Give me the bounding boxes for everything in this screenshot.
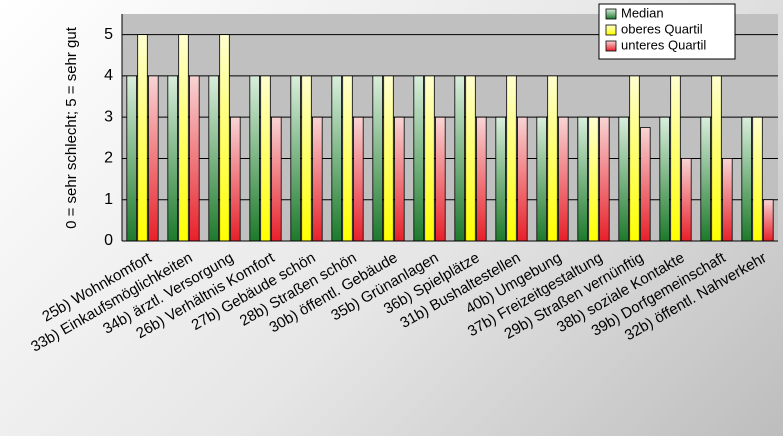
bar-median-14 — [659, 116, 670, 242]
bar-oberes-quartil-3 — [219, 34, 230, 242]
bar-unteres-quartil-5 — [312, 116, 323, 242]
y-tick-label: 2 — [104, 150, 113, 167]
y-tick-label: 1 — [104, 191, 113, 208]
bar-unteres-quartil-12 — [599, 116, 610, 242]
bar-unteres-quartil-15 — [722, 158, 733, 242]
bar-oberes-quartil-14 — [670, 75, 681, 242]
bar-oberes-quartil-1 — [137, 34, 148, 242]
bar-unteres-quartil-2 — [189, 75, 200, 242]
bar-unteres-quartil-6 — [353, 116, 364, 242]
bar-median-3 — [208, 75, 219, 242]
legend-swatch — [605, 24, 617, 36]
bar-oberes-quartil-7 — [383, 75, 394, 242]
bar-median-7 — [372, 75, 383, 242]
y-tick-label: 0 — [104, 232, 113, 249]
legend-label: Median — [621, 5, 664, 20]
bar-median-11 — [536, 116, 547, 242]
bar-oberes-quartil-4 — [260, 75, 271, 242]
y-tick-label: 4 — [104, 67, 113, 84]
legend-label: oberes Quartil — [621, 21, 703, 36]
bar-unteres-quartil-14 — [681, 158, 692, 242]
legend-box — [598, 3, 736, 60]
bar-median-2 — [167, 75, 178, 242]
y-tick-labels: 0 1 2 3 4 5 — [104, 26, 113, 249]
bar-median-4 — [249, 75, 260, 242]
bar-oberes-quartil-2 — [178, 34, 189, 242]
bar-oberes-quartil-12 — [588, 116, 599, 242]
bar-unteres-quartil-1 — [148, 75, 159, 242]
bar-median-9 — [454, 75, 465, 242]
bar-unteres-quartil-13 — [640, 127, 651, 242]
bar-oberes-quartil-11 — [547, 75, 558, 242]
bar-median-6 — [331, 75, 342, 242]
y-tick-label: 3 — [104, 108, 113, 125]
bar-unteres-quartil-8 — [435, 116, 446, 242]
bar-oberes-quartil-15 — [711, 75, 722, 242]
bar-median-8 — [413, 75, 424, 242]
bar-median-15 — [700, 116, 711, 242]
bar-median-13 — [618, 116, 629, 242]
bar-median-16 — [741, 116, 752, 242]
y-tick-label: 5 — [104, 26, 113, 43]
bar-unteres-quartil-9 — [476, 116, 487, 242]
bar-unteres-quartil-16 — [763, 199, 774, 242]
bar-oberes-quartil-10 — [506, 75, 517, 242]
bar-unteres-quartil-3 — [230, 116, 241, 242]
bar-oberes-quartil-6 — [342, 75, 353, 242]
legend-swatch — [605, 8, 617, 20]
legend-label: unteres Quartil — [621, 37, 706, 52]
bar-unteres-quartil-7 — [394, 116, 405, 242]
bar-unteres-quartil-10 — [517, 116, 528, 242]
bar-median-10 — [495, 116, 506, 242]
bar-oberes-quartil-16 — [752, 116, 763, 242]
bar-median-5 — [290, 75, 301, 242]
bar-oberes-quartil-13 — [629, 75, 640, 242]
bar-unteres-quartil-4 — [271, 116, 282, 242]
legend-swatch — [605, 40, 617, 52]
bar-unteres-quartil-11 — [558, 116, 569, 242]
bar-oberes-quartil-8 — [424, 75, 435, 242]
bar-oberes-quartil-9 — [465, 75, 476, 242]
bar-oberes-quartil-5 — [301, 75, 312, 242]
y-axis-label: 0 = sehr schlecht; 5 = sehr gut — [63, 26, 80, 229]
bar-median-12 — [577, 116, 588, 242]
bar-median-1 — [126, 75, 137, 242]
